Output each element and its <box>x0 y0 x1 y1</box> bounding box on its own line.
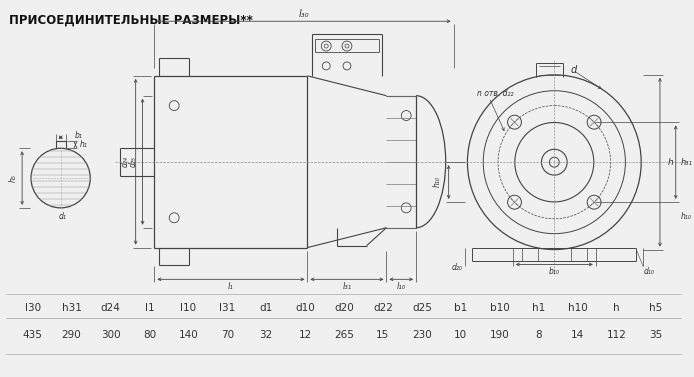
Text: n отв. d₂₂: n отв. d₂₂ <box>477 89 514 98</box>
Text: l₃₁: l₃₁ <box>342 282 352 291</box>
Text: b₁: b₁ <box>74 131 83 140</box>
Text: b₁₀: b₁₀ <box>549 267 560 276</box>
Text: l30: l30 <box>24 303 41 313</box>
Text: 32: 32 <box>260 330 273 340</box>
Text: d22: d22 <box>373 303 393 313</box>
Text: d₂₅: d₂₅ <box>128 156 137 167</box>
Text: d1: d1 <box>260 303 273 313</box>
Text: 230: 230 <box>412 330 432 340</box>
Text: h₁₀: h₁₀ <box>432 176 441 187</box>
Text: 15: 15 <box>376 330 389 340</box>
Text: 12: 12 <box>298 330 312 340</box>
Text: h: h <box>668 158 674 167</box>
Text: h₁₀: h₁₀ <box>682 212 692 221</box>
Text: h10: h10 <box>568 303 587 313</box>
Text: h₃₁: h₃₁ <box>681 158 693 167</box>
Text: 265: 265 <box>334 330 354 340</box>
Text: 80: 80 <box>143 330 156 340</box>
Text: b1: b1 <box>454 303 467 313</box>
Text: h31: h31 <box>62 303 81 313</box>
Text: b10: b10 <box>490 303 509 313</box>
Text: 435: 435 <box>23 330 42 340</box>
Text: d25: d25 <box>412 303 432 313</box>
Text: d: d <box>571 65 577 75</box>
Text: h1: h1 <box>532 303 545 313</box>
Text: d₂₄: d₂₄ <box>120 156 129 167</box>
Text: l10: l10 <box>180 303 196 313</box>
Text: 10: 10 <box>454 330 467 340</box>
Text: d₁₀: d₁₀ <box>643 267 654 276</box>
Text: d10: d10 <box>295 303 315 313</box>
Text: 112: 112 <box>607 330 626 340</box>
Text: l₁₀: l₁₀ <box>397 282 406 291</box>
Text: 8: 8 <box>535 330 542 340</box>
Text: 300: 300 <box>101 330 120 340</box>
Text: 70: 70 <box>221 330 234 340</box>
Text: h: h <box>613 303 620 313</box>
Text: h5: h5 <box>649 303 662 313</box>
Text: 35: 35 <box>649 330 662 340</box>
Text: l31: l31 <box>219 303 235 313</box>
Text: ПРИСОЕДИНИТЕЛЬНЫЕ РАЗМЕРЫ**: ПРИСОЕДИНИТЕЛЬНЫЕ РАЗМЕРЫ** <box>9 13 253 26</box>
Text: d₁: d₁ <box>59 212 67 221</box>
Text: d24: d24 <box>101 303 121 313</box>
Text: h₅: h₅ <box>9 174 18 182</box>
Text: l1: l1 <box>144 303 154 313</box>
Text: 14: 14 <box>571 330 584 340</box>
Text: l₁: l₁ <box>228 282 234 291</box>
Text: h₁: h₁ <box>79 140 87 149</box>
Text: 140: 140 <box>178 330 198 340</box>
Text: 190: 190 <box>490 330 509 340</box>
Text: l₃₀: l₃₀ <box>298 9 310 19</box>
Text: 290: 290 <box>62 330 81 340</box>
Text: d20: d20 <box>334 303 354 313</box>
Text: d₂₀: d₂₀ <box>452 263 463 272</box>
